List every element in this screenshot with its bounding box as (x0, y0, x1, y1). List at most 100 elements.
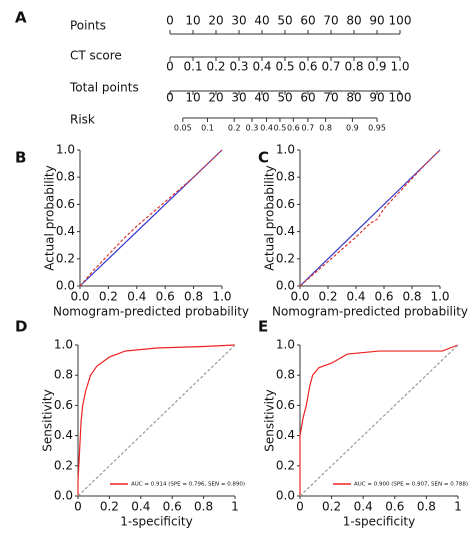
series-line (79, 149, 223, 287)
y-tick-label: 0.4 (56, 224, 75, 238)
x-tick-label: 0.6 (385, 500, 404, 514)
y-tick-label: 0.2 (276, 251, 295, 265)
legend-label: AUC = 0.914 (SPE = 0.796, SEN = 0.890) (131, 482, 245, 488)
panel-label: B (15, 149, 26, 167)
tick-label: 100 (389, 91, 412, 105)
tick-label: 0.9 (346, 124, 359, 133)
series-line (299, 344, 459, 496)
tick-label: 100 (389, 14, 412, 28)
tick-label: 0 (166, 91, 174, 105)
tick-label: 0.3 (229, 60, 248, 74)
x-tick-label: 0.0 (70, 290, 89, 304)
x-tick-label: 1 (231, 500, 239, 514)
tick-label: 90 (369, 91, 384, 105)
tick-label: 50 (277, 91, 292, 105)
tick-label: 80 (346, 91, 361, 105)
x-tick-label: 0.2 (99, 290, 118, 304)
tick-label: 0.9 (367, 60, 386, 74)
tick-label: 0.1 (201, 124, 214, 133)
x-tick-label: 0.8 (417, 500, 436, 514)
x-axis-label: Nomogram-predicted probability (272, 305, 468, 319)
panel-label: E (258, 318, 268, 336)
y-tick-label: 0.0 (276, 489, 295, 503)
scale-name: Points (70, 19, 106, 33)
tick-label: 0.6 (287, 124, 300, 133)
series-line (299, 149, 441, 287)
x-tick-label: 0.2 (322, 500, 341, 514)
tick-label: 80 (346, 14, 361, 28)
tick-label: 30 (231, 14, 246, 28)
tick-label: 0.4 (252, 60, 271, 74)
panel-label: C (258, 149, 269, 167)
y-tick-label: 1.0 (276, 338, 295, 352)
tick-label: 0.7 (321, 60, 340, 74)
x-tick-label: 0.6 (374, 290, 393, 304)
x-tick-label: 1 (454, 500, 462, 514)
y-tick-label: 0.8 (276, 170, 295, 184)
y-tick-label: 0.6 (56, 197, 75, 211)
y-tick-label: 0.8 (56, 170, 75, 184)
tick-label: 0.8 (319, 124, 332, 133)
series-line (77, 344, 236, 496)
x-tick-label: 1.0 (430, 290, 449, 304)
x-axis-label: 1-specificity (343, 515, 415, 529)
tick-label: 0.2 (228, 124, 241, 133)
series-line (79, 149, 223, 287)
tick-label: 1.0 (390, 60, 409, 74)
y-tick-label: 0.2 (276, 458, 295, 472)
tick-label: 0.5 (275, 60, 294, 74)
tick-label: 0.4 (260, 124, 273, 133)
y-tick-label: 0.8 (276, 368, 295, 382)
y-tick-label: 1.0 (54, 338, 73, 352)
x-tick-label: 1.0 (212, 290, 231, 304)
x-tick-label: 0.4 (131, 500, 150, 514)
scale-name: CT score (70, 49, 122, 63)
x-tick-label: 0.0 (290, 290, 309, 304)
tick-label: 0.5 (274, 124, 287, 133)
y-tick-label: 0.2 (54, 458, 73, 472)
tick-label: 0 (166, 60, 174, 74)
tick-label: 70 (323, 14, 338, 28)
y-tick-label: 0.4 (276, 224, 295, 238)
x-tick-label: 0.8 (194, 500, 213, 514)
tick-label: 60 (300, 91, 315, 105)
tick-label: 10 (185, 14, 200, 28)
tick-label: 0 (166, 14, 174, 28)
tick-label: 0.1 (183, 60, 202, 74)
y-tick-label: 0.0 (54, 489, 73, 503)
y-tick-label: 0.2 (56, 251, 75, 265)
x-tick-label: 0 (74, 500, 82, 514)
tick-label: 90 (369, 14, 384, 28)
tick-label: 20 (208, 14, 223, 28)
y-tick-label: 0.6 (276, 197, 295, 211)
series-line (299, 149, 441, 287)
tick-label: 0.8 (344, 60, 363, 74)
y-axis-label: Actual probability (263, 165, 277, 270)
x-tick-label: 0.2 (100, 500, 119, 514)
tick-label: 20 (208, 91, 223, 105)
y-tick-label: 1.0 (276, 143, 295, 157)
series-line (299, 344, 459, 497)
y-tick-label: 1.0 (56, 143, 75, 157)
x-tick-label: 0.6 (163, 500, 182, 514)
scale-name: Total points (69, 81, 139, 95)
x-tick-label: 0 (296, 500, 304, 514)
x-tick-label: 0.8 (184, 290, 203, 304)
tick-label: 40 (254, 91, 269, 105)
x-tick-label: 0.4 (346, 290, 365, 304)
tick-label: 0.7 (302, 124, 315, 133)
panel-label: A (15, 9, 27, 27)
scale-name: Risk (70, 113, 95, 127)
x-axis-label: 1-specificity (120, 515, 192, 529)
y-tick-label: 0.8 (54, 368, 73, 382)
tick-label: 0.05 (174, 124, 192, 133)
y-axis-label: Sensitivity (41, 389, 55, 451)
y-tick-label: 0.6 (276, 398, 295, 412)
x-tick-label: 0.4 (354, 500, 373, 514)
x-tick-label: 0.8 (402, 290, 421, 304)
tick-label: 0.95 (368, 124, 386, 133)
y-tick-label: 0.4 (276, 428, 295, 442)
x-tick-label: 0.4 (127, 290, 146, 304)
tick-label: 60 (300, 14, 315, 28)
